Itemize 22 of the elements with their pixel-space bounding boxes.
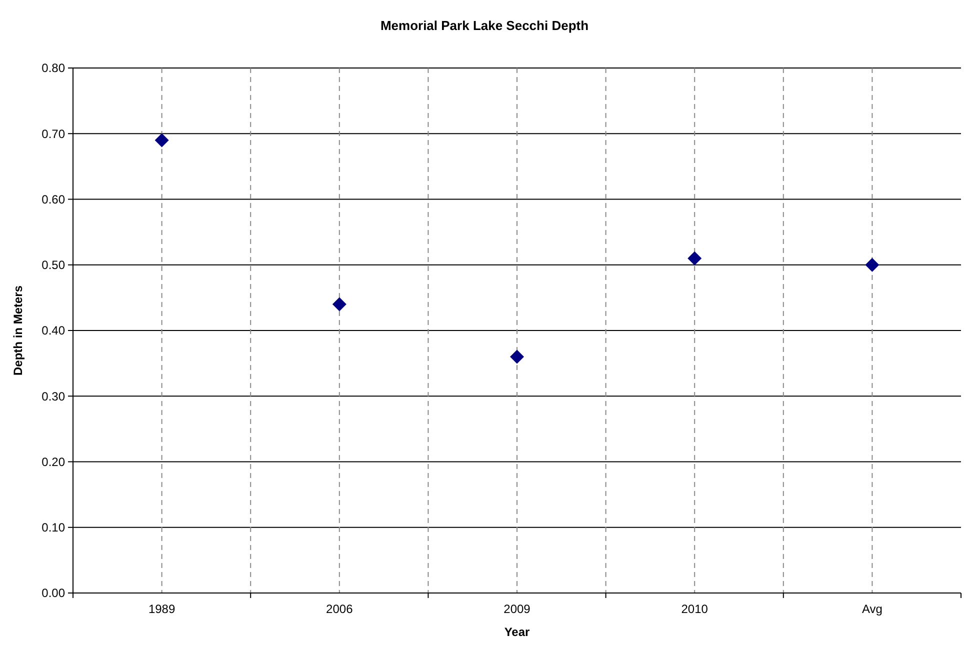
point — [688, 251, 702, 266]
y-axis-title: Depth in Meters — [11, 285, 25, 376]
y-tick-label: 0.40 — [42, 324, 66, 338]
y-tick-label: 0.00 — [42, 586, 66, 600]
x-tick-label: 2006 — [326, 602, 354, 616]
x-tick-label: Avg — [862, 602, 882, 616]
x-tick-label: 2009 — [504, 602, 531, 616]
point — [332, 297, 346, 312]
point — [865, 258, 880, 272]
y-tick-label: 0.70 — [42, 126, 66, 141]
y-tick-label: 0.50 — [42, 258, 66, 272]
y-tick-label: 0.80 — [42, 61, 66, 76]
x-tick-label: 2010 — [681, 602, 708, 616]
y-tick-label: 0.10 — [42, 520, 66, 535]
y-tick-label: 0.60 — [42, 192, 66, 206]
y-tick-label: 0.30 — [42, 389, 66, 404]
x-tick-label: 1989 — [148, 602, 176, 616]
x-axis-title: Year — [504, 625, 530, 639]
y-tick-label: 0.20 — [42, 454, 66, 469]
point — [510, 350, 524, 364]
point — [154, 133, 169, 148]
chart-title: Memorial Park Lake Secchi Depth — [380, 18, 589, 33]
